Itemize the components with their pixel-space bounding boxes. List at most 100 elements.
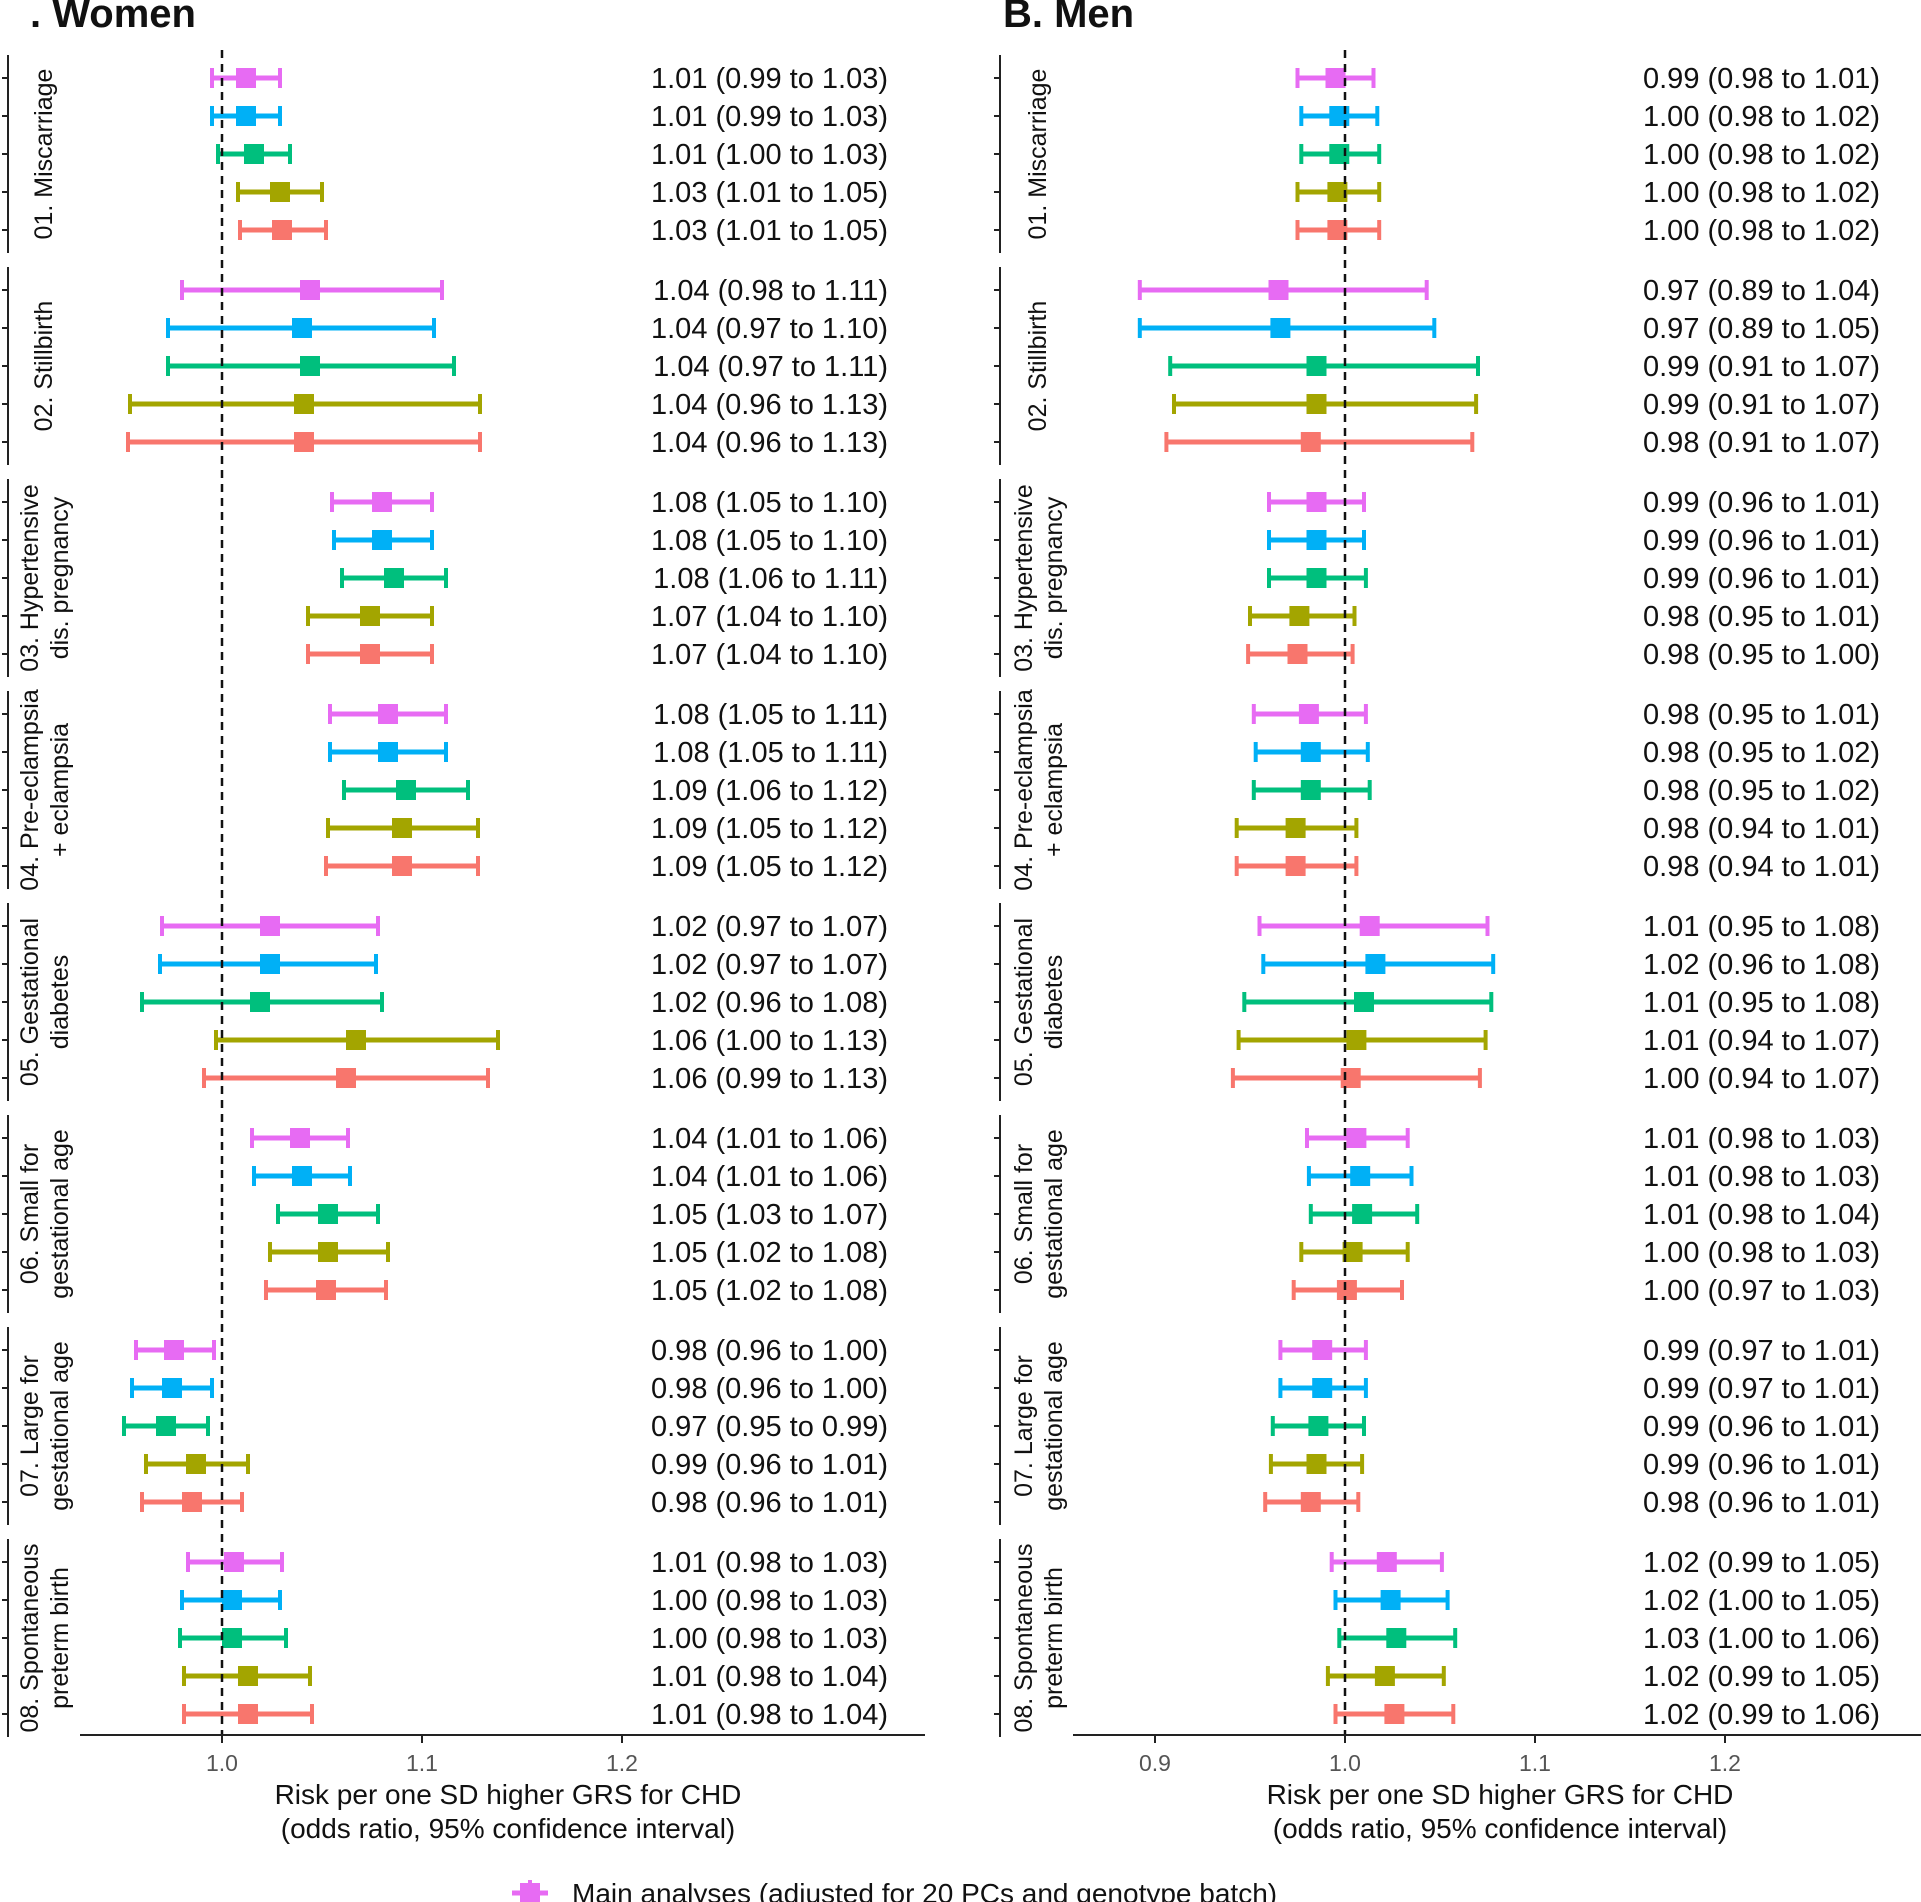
point-estimate — [294, 394, 314, 414]
x-axis-title: Risk per one SD higher GRS for CHD — [1267, 1779, 1734, 1810]
point-estimate — [392, 856, 412, 876]
point-estimate — [1312, 1340, 1333, 1360]
ci-text: 1.01 (0.98 to 1.03) — [1643, 1161, 1880, 1193]
point-estimate — [1285, 818, 1306, 838]
group-label-line: gestational age — [46, 1341, 74, 1511]
group-label: 03. Hypertensivedis. pregnancy — [16, 484, 74, 672]
point-estimate — [1346, 1128, 1367, 1148]
ci-text: 0.97 (0.89 to 1.04) — [1643, 275, 1880, 307]
point-estimate — [260, 916, 280, 936]
ci-text: 1.02 (0.99 to 1.05) — [1643, 1661, 1880, 1693]
ci-text: 0.99 (0.96 to 1.01) — [1643, 487, 1880, 519]
ci-text: 0.98 (0.96 to 1.00) — [651, 1335, 888, 1367]
group-label-line: 06. Small for — [16, 1144, 44, 1284]
point-estimate — [1285, 856, 1306, 876]
point-estimate — [222, 1590, 242, 1610]
point-estimate — [1329, 106, 1350, 126]
point-estimate — [378, 742, 398, 762]
group-label: 06. Small forgestational age — [1010, 1129, 1068, 1299]
point-estimate — [372, 492, 392, 512]
group-label-line: gestational age — [1040, 1129, 1068, 1299]
x-tick-label: 1.1 — [1519, 1750, 1551, 1776]
point-estimate — [1327, 182, 1348, 202]
ci-text: 0.99 (0.96 to 1.01) — [1643, 525, 1880, 557]
x-tick-label: 1.0 — [1329, 1750, 1361, 1776]
ci-text: 1.04 (0.96 to 1.13) — [651, 427, 888, 459]
ci-text: 0.99 (0.91 to 1.07) — [1643, 351, 1880, 383]
point-estimate — [260, 954, 280, 974]
ci-text: 0.98 (0.96 to 1.01) — [651, 1487, 888, 1519]
ci-text: 1.01 (0.98 to 1.04) — [651, 1661, 888, 1693]
ci-text: 0.99 (0.96 to 1.01) — [1643, 1411, 1880, 1443]
point-estimate — [292, 1166, 312, 1186]
ci-text: 1.01 (0.99 to 1.03) — [651, 101, 888, 133]
group-label: 07. Large forgestational age — [16, 1341, 74, 1511]
group-label-line: 05. Gestational — [1010, 918, 1038, 1086]
group-label-line: preterm birth — [1040, 1567, 1068, 1709]
point-estimate — [1312, 1378, 1333, 1398]
group-label: 01. Miscarriage — [30, 69, 58, 240]
ci-text: 1.04 (0.97 to 1.10) — [651, 313, 888, 345]
point-estimate — [1374, 1666, 1395, 1686]
group-label-line: preterm birth — [46, 1567, 74, 1709]
ci-text: 0.98 (0.95 to 1.00) — [1643, 639, 1880, 671]
group-label: 04. Pre-eclampsia+ eclampsia — [1010, 689, 1068, 891]
group-label-line: gestational age — [46, 1129, 74, 1299]
group-label-line: 02. Stillbirth — [30, 301, 58, 432]
ci-text: 1.08 (1.05 to 1.11) — [653, 699, 888, 731]
point-estimate — [1306, 568, 1327, 588]
group-label-line: 05. Gestational — [16, 918, 44, 1086]
point-estimate — [1287, 644, 1308, 664]
x-axis-subtitle: (odds ratio, 95% confidence interval) — [1273, 1813, 1727, 1844]
ci-text: 1.03 (1.01 to 1.05) — [651, 177, 888, 209]
ci-text: 0.99 (0.96 to 1.01) — [1643, 563, 1880, 595]
ci-text: 1.08 (1.05 to 1.10) — [651, 525, 888, 557]
ci-text: 1.05 (1.02 to 1.08) — [651, 1275, 888, 1307]
point-estimate — [1327, 220, 1348, 240]
group-label: 08. Spontaneouspreterm birth — [16, 1543, 74, 1732]
x-tick-label: 1.0 — [206, 1750, 238, 1776]
ci-text: 1.05 (1.02 to 1.08) — [651, 1237, 888, 1269]
ci-text: 0.98 (0.91 to 1.07) — [1643, 427, 1880, 459]
group-label-line: 08. Spontaneous — [1010, 1543, 1038, 1732]
point-estimate — [186, 1454, 206, 1474]
point-estimate — [250, 992, 270, 1012]
group-label: 04. Pre-eclampsia+ eclampsia — [16, 689, 74, 891]
point-estimate — [156, 1416, 176, 1436]
ci-text: 1.08 (1.06 to 1.11) — [653, 563, 888, 595]
point-estimate — [236, 106, 256, 126]
point-estimate — [222, 1628, 242, 1648]
x-tick-label: 1.2 — [1709, 1750, 1741, 1776]
point-estimate — [378, 704, 398, 724]
group-label-line: 06. Small for — [1010, 1144, 1038, 1284]
point-estimate — [1354, 992, 1374, 1012]
point-estimate — [1298, 704, 1319, 724]
point-estimate — [360, 606, 380, 626]
point-estimate — [294, 432, 314, 452]
point-estimate — [1300, 1492, 1321, 1512]
ci-text: 1.02 (0.96 to 1.08) — [651, 987, 888, 1019]
ci-text: 1.00 (0.98 to 1.03) — [651, 1623, 888, 1655]
point-estimate — [224, 1552, 244, 1572]
ci-text: 1.08 (1.05 to 1.11) — [653, 737, 888, 769]
point-estimate — [300, 280, 320, 300]
ci-text: 1.02 (0.99 to 1.05) — [1643, 1547, 1880, 1579]
ci-text: 1.02 (0.97 to 1.07) — [651, 949, 888, 981]
x-axis-subtitle: (odds ratio, 95% confidence interval) — [281, 1813, 735, 1844]
group-label: 02. Stillbirth — [30, 301, 58, 432]
ci-text: 0.98 (0.95 to 1.01) — [1643, 601, 1880, 633]
point-estimate — [1386, 1628, 1407, 1648]
ci-text: 1.03 (1.01 to 1.05) — [651, 215, 888, 247]
ci-text: 1.01 (0.98 to 1.03) — [651, 1547, 888, 1579]
point-estimate — [1376, 1552, 1397, 1572]
point-estimate — [1365, 954, 1386, 974]
group-label: 07. Large forgestational age — [1010, 1341, 1068, 1511]
point-estimate — [1336, 1280, 1357, 1300]
ci-text: 0.99 (0.91 to 1.07) — [1643, 389, 1880, 421]
point-estimate — [238, 1704, 258, 1724]
ci-text: 1.05 (1.03 to 1.07) — [651, 1199, 888, 1231]
x-tick-label: 0.9 — [1139, 1750, 1171, 1776]
group-label: 05. Gestationaldiabetes — [1010, 918, 1068, 1086]
ci-text: 1.04 (0.96 to 1.13) — [651, 389, 888, 421]
ci-text: 0.98 (0.94 to 1.01) — [1643, 851, 1880, 883]
